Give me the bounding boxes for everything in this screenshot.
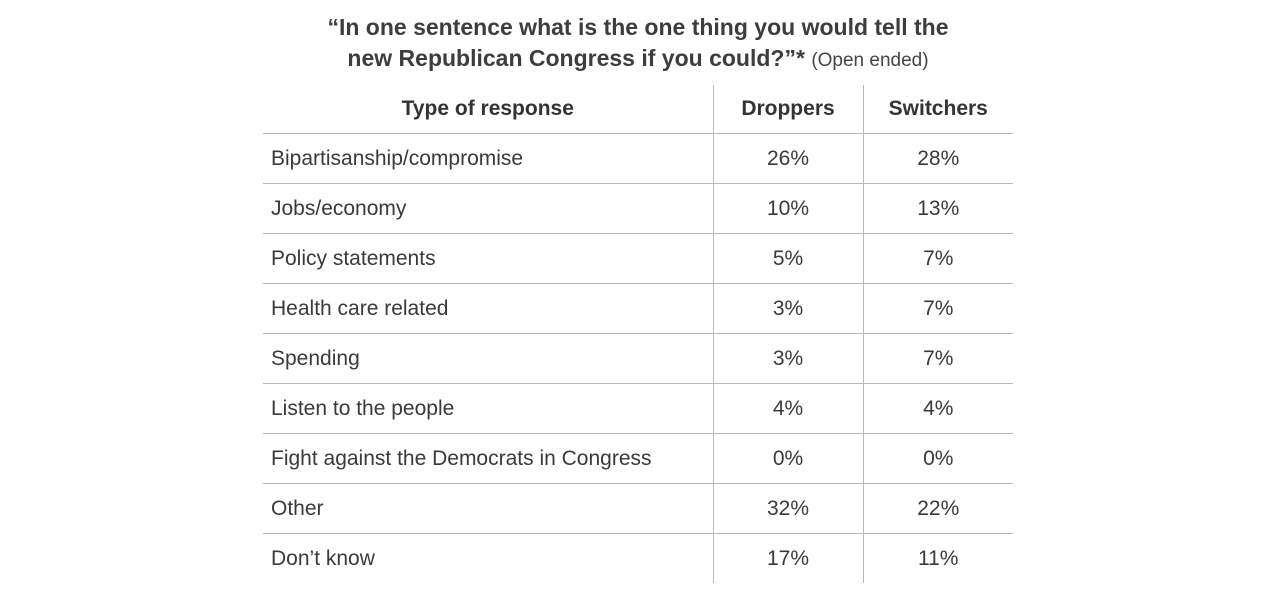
table-row: Bipartisanship/compromise 26% 28%	[263, 133, 1013, 184]
droppers-value: 26%	[712, 133, 863, 184]
column-header-switchers: Switchers	[862, 85, 1013, 134]
table-row: Policy statements 5% 7%	[263, 233, 1013, 284]
title-question: new Republican Congress if you could?”*	[347, 45, 805, 71]
droppers-value: 4%	[712, 383, 863, 434]
table-row: Don’t know 17% 11%	[263, 533, 1013, 583]
row-label: Spending	[263, 333, 713, 384]
title-line-1: “In one sentence what is the one thing y…	[327, 14, 949, 40]
table-row: Other 32% 22%	[263, 483, 1013, 534]
table-row: Health care related 3% 7%	[263, 283, 1013, 334]
switchers-value: 7%	[862, 283, 1013, 334]
switchers-value: 4%	[862, 383, 1013, 434]
droppers-value: 17%	[712, 533, 863, 583]
row-label: Health care related	[263, 283, 713, 334]
switchers-value: 22%	[862, 483, 1013, 534]
row-label: Don’t know	[271, 546, 375, 570]
switchers-value: 28%	[862, 133, 1013, 184]
table-row: Spending 3% 7%	[263, 333, 1013, 384]
title-note: (Open ended)	[811, 50, 929, 71]
title-line-2: new Republican Congress if you could?”* …	[0, 43, 1276, 76]
chart-title: “In one sentence what is the one thing y…	[0, 12, 1276, 76]
table-row: Jobs/economy 10% 13%	[263, 183, 1013, 234]
row-label: Jobs/economy	[263, 183, 713, 234]
droppers-value: 0%	[712, 433, 863, 484]
column-header-type: Type of response	[263, 85, 713, 134]
row-label: Listen to the people	[263, 383, 713, 434]
droppers-value: 32%	[712, 483, 863, 534]
table-row: Fight against the Democrats in Congress …	[263, 433, 1013, 484]
table-row: Listen to the people 4% 4%	[263, 383, 1013, 434]
switchers-value: 11%	[862, 533, 1013, 583]
row-label: Fight against the Democrats in Congress	[263, 433, 713, 484]
row-label: Bipartisanship/compromise	[263, 133, 713, 184]
switchers-value: 7%	[862, 233, 1013, 284]
table-header-row: Type of response Droppers Switchers	[263, 85, 1013, 134]
droppers-value: 3%	[712, 283, 863, 334]
droppers-value: 10%	[712, 183, 863, 234]
row-label: Policy statements	[263, 233, 713, 284]
switchers-value: 13%	[862, 183, 1013, 234]
switchers-value: 7%	[862, 333, 1013, 384]
response-table: Type of response Droppers Switchers Bipa…	[263, 85, 1013, 583]
droppers-value: 3%	[712, 333, 863, 384]
column-header-droppers: Droppers	[712, 85, 863, 134]
row-label: Other	[263, 483, 713, 534]
switchers-value: 0%	[862, 433, 1013, 484]
droppers-value: 5%	[712, 233, 863, 284]
